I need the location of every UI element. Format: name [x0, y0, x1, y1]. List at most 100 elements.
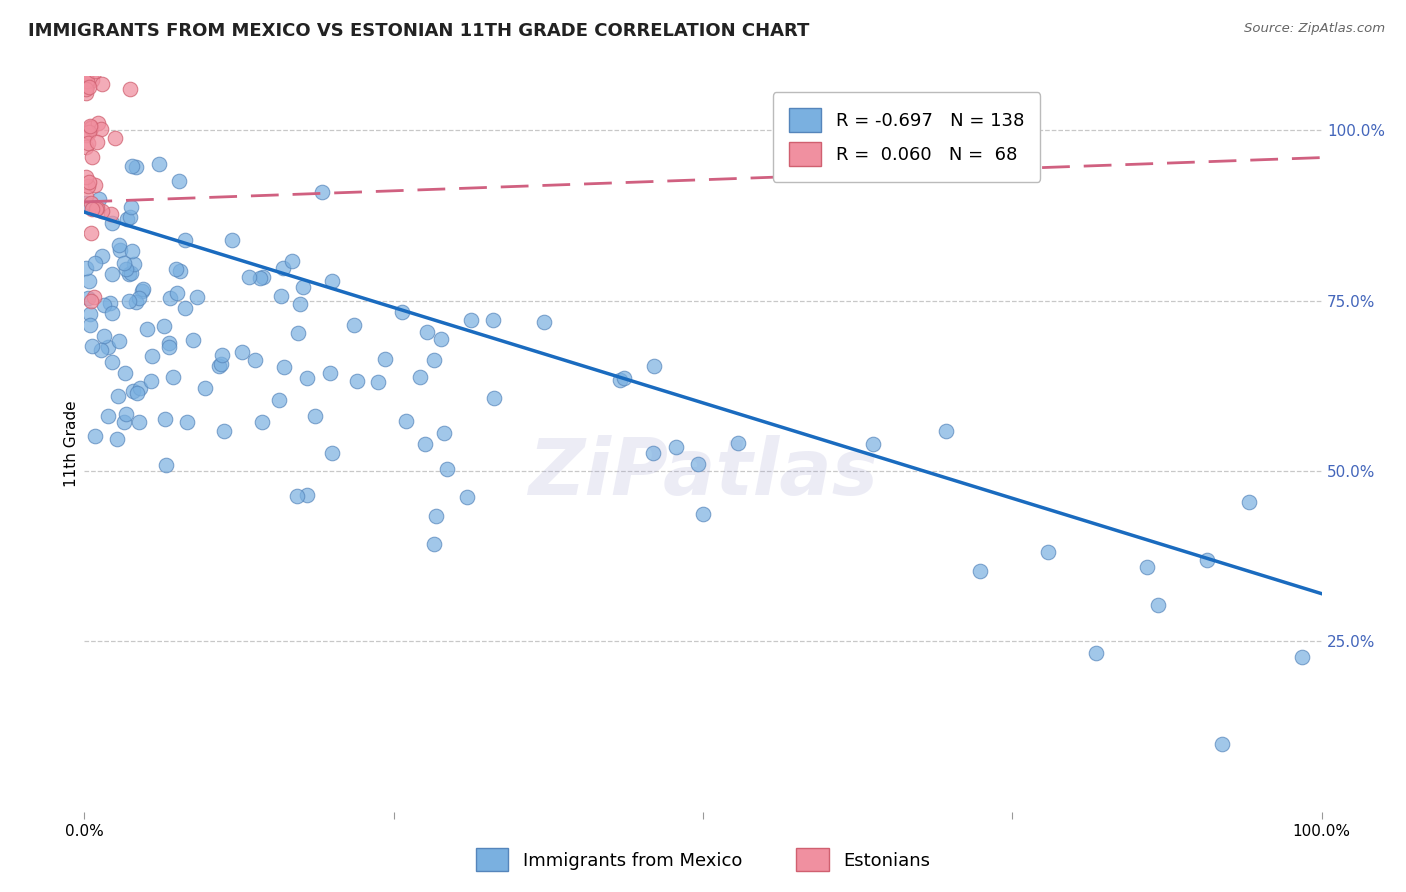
Point [77, 175, 100, 189]
Point [79, 119, 101, 133]
Point [75, 28, 97, 42]
Point [173, 233, 195, 247]
Point [80, 226, 103, 240]
Point [76, 53, 98, 67]
Point [80, 339, 103, 353]
Point [79, 293, 101, 308]
Point [107, 51, 129, 65]
Point [128, 291, 150, 305]
Point [100, 267, 122, 281]
Point [77, 28, 100, 42]
Point [157, 336, 180, 351]
Point [75, 261, 97, 276]
Point [136, 322, 159, 336]
Point [139, 374, 162, 388]
Point [79, 274, 101, 288]
Point [91, 249, 114, 263]
Point [101, 355, 124, 369]
Point [287, 326, 309, 341]
Point [79, 125, 101, 139]
Point [1195, 552, 1218, 566]
Point [124, 258, 146, 272]
Point [118, 82, 141, 96]
Point [969, 564, 991, 578]
Point [208, 359, 231, 374]
Point [609, 373, 631, 387]
Point [270, 289, 292, 303]
Point [80, 202, 103, 217]
Point [252, 415, 274, 429]
Point [209, 357, 232, 371]
Point [311, 186, 333, 200]
Point [107, 389, 129, 403]
Point [100, 207, 122, 221]
Point [153, 411, 176, 425]
Point [346, 374, 368, 388]
Point [75, 82, 97, 96]
Point [692, 507, 714, 521]
Point [128, 381, 150, 395]
Point [128, 415, 150, 429]
Point [456, 491, 478, 505]
Point [374, 351, 396, 366]
Point [86, 201, 108, 215]
Point [89, 52, 111, 66]
Point [115, 211, 138, 226]
Point [862, 436, 884, 450]
Point [252, 269, 274, 284]
Point [141, 350, 163, 364]
Point [90, 343, 112, 357]
Point [174, 301, 197, 315]
Point [77, 80, 100, 95]
Point [121, 160, 143, 174]
Point [80, 195, 103, 210]
Point [169, 264, 191, 278]
Point [103, 131, 125, 145]
Point [1291, 650, 1313, 665]
Point [271, 260, 294, 275]
Text: ZiPatlas: ZiPatlas [529, 435, 877, 511]
Point [90, 122, 112, 136]
Point [482, 391, 505, 405]
Point [84, 178, 107, 192]
Point [162, 370, 184, 384]
Point [75, 196, 97, 211]
Point [423, 353, 446, 368]
Point [118, 267, 141, 281]
Point [76, 178, 98, 193]
Point [127, 386, 149, 401]
Point [221, 233, 243, 247]
Point [166, 286, 188, 301]
Point [86, 135, 108, 149]
Point [297, 488, 319, 502]
Point [114, 407, 136, 421]
Point [1135, 560, 1157, 574]
Point [395, 414, 418, 428]
Point [80, 120, 103, 134]
Point [75, 189, 97, 203]
Point [83, 64, 105, 78]
Point [391, 304, 413, 318]
Point [80, 72, 103, 87]
Point [249, 270, 271, 285]
Point [1237, 495, 1260, 509]
Point [93, 298, 115, 312]
Point [1147, 598, 1170, 612]
Point [281, 253, 304, 268]
Point [105, 432, 128, 446]
Point [89, 193, 111, 207]
Point [460, 313, 482, 327]
Point [120, 200, 142, 214]
Point [181, 334, 204, 348]
Point [343, 318, 366, 332]
Point [238, 269, 260, 284]
Point [214, 424, 236, 438]
Point [77, 291, 100, 305]
Point [76, 74, 98, 88]
Point [118, 210, 141, 224]
Point [148, 157, 170, 171]
Point [194, 381, 217, 395]
Point [1084, 646, 1107, 660]
Point [107, 237, 129, 252]
Point [285, 489, 308, 503]
